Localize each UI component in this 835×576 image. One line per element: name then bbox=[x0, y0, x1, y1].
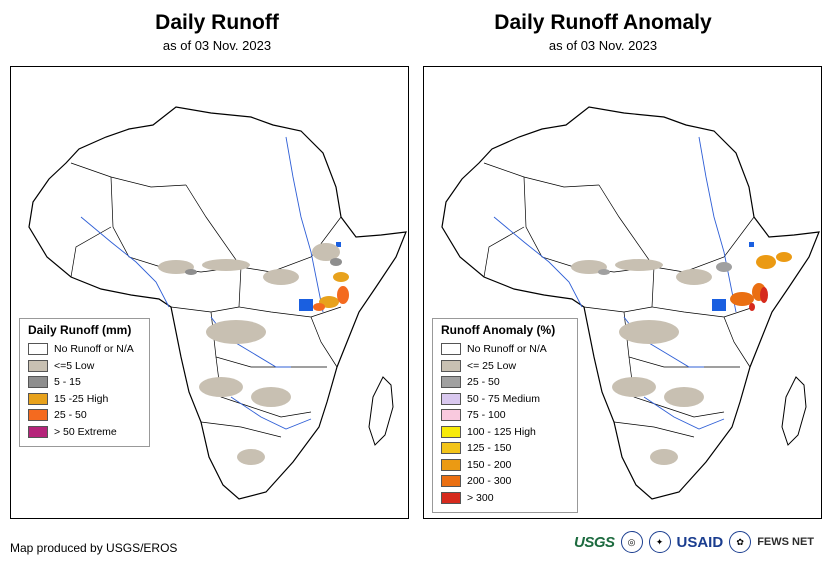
legend-label: 15 -25 High bbox=[54, 392, 109, 405]
legend-item: > 50 Extreme bbox=[28, 424, 141, 441]
right-map-title: Daily Runoff Anomaly bbox=[494, 11, 712, 34]
right-map-panel: Runoff Anomaly (%) No Runoff or N/A <= 25… bbox=[423, 66, 822, 519]
legend-swatch bbox=[441, 475, 461, 488]
anomaly-extreme-patches bbox=[749, 287, 768, 311]
anomaly-mid-patches bbox=[598, 262, 732, 275]
right-map-subtitle: as of 03 Nov. 2023 bbox=[548, 38, 658, 53]
madagascar bbox=[368, 376, 394, 446]
legend-swatch bbox=[441, 442, 461, 455]
legend-swatch bbox=[441, 376, 461, 389]
africa-anomaly-map bbox=[441, 106, 820, 500]
legend-swatch bbox=[28, 409, 48, 422]
lake-tana bbox=[336, 242, 341, 247]
left-legend-title: Daily Runoff (mm) bbox=[28, 323, 132, 337]
africa-outline bbox=[28, 106, 407, 500]
legend-item: No Runoff or N/A bbox=[441, 341, 569, 358]
anomaly-high-patches bbox=[756, 252, 792, 269]
right-legend: Runoff Anomaly (%) No Runoff or N/A <= 25… bbox=[432, 318, 578, 513]
legend-item: 25 - 50 bbox=[441, 374, 569, 391]
country-borders bbox=[483, 162, 755, 438]
legend-swatch bbox=[441, 458, 461, 471]
legend-swatch bbox=[441, 409, 461, 422]
footer-credit: Map produced by USGS/EROS bbox=[10, 541, 178, 555]
left-legend: Daily Runoff (mm) No Runoff or N/A <=5 Lo… bbox=[19, 318, 150, 447]
legend-label: 100 - 125 High bbox=[467, 425, 536, 438]
legend-item: 5 - 15 bbox=[28, 374, 141, 391]
legend-item: 15 -25 High bbox=[28, 391, 141, 408]
legend-label: > 50 Extreme bbox=[54, 425, 117, 438]
left-map-subtitle: as of 03 Nov. 2023 bbox=[162, 38, 272, 53]
legend-label: <= 25 Low bbox=[467, 359, 517, 372]
legend-label: 25 - 50 bbox=[467, 376, 500, 389]
anomaly-low-patches bbox=[571, 259, 712, 465]
legend-item: 25 - 50 bbox=[28, 407, 141, 424]
legend-item: 150 - 200 bbox=[441, 457, 569, 474]
africa-runoff-map bbox=[28, 106, 407, 500]
legend-label: 200 - 300 bbox=[467, 475, 512, 488]
noaa-logo-icon: ◎ bbox=[620, 531, 643, 553]
legend-label: 75 - 100 bbox=[467, 409, 506, 422]
usda-logo-icon: ✦ bbox=[648, 531, 671, 553]
legend-swatch bbox=[28, 359, 48, 372]
legend-swatch bbox=[28, 392, 48, 405]
legend-label: No Runoff or N/A bbox=[54, 343, 134, 356]
lake-victoria bbox=[712, 299, 726, 311]
left-map-panel: Daily Runoff (mm) No Runoff or N/A <=5 Lo… bbox=[10, 66, 409, 519]
legend-label: > 300 bbox=[467, 491, 494, 504]
africa-outline bbox=[441, 106, 820, 500]
legend-swatch bbox=[441, 343, 461, 356]
legend-swatch bbox=[441, 392, 461, 405]
partner-logos: USGS ◎ ✦ USAID ✿ FEWS NET bbox=[574, 528, 830, 556]
legend-item: 50 - 75 Medium bbox=[441, 391, 569, 408]
usaid-logo: USAID bbox=[676, 533, 724, 551]
fews-logo-icon: ✿ bbox=[729, 531, 752, 553]
madagascar bbox=[781, 376, 807, 446]
legend-label: 25 - 50 bbox=[54, 409, 87, 422]
legend-swatch bbox=[28, 376, 48, 389]
legend-label: 150 - 200 bbox=[467, 458, 512, 471]
legend-swatch bbox=[28, 425, 48, 438]
legend-item: > 300 bbox=[441, 490, 569, 507]
usgs-logo: USGS bbox=[574, 533, 615, 551]
legend-item: 75 - 100 bbox=[441, 407, 569, 424]
legend-swatch bbox=[441, 491, 461, 504]
legend-label: <=5 Low bbox=[54, 359, 95, 372]
runoff-low-patches bbox=[158, 243, 340, 465]
lake-tana bbox=[749, 242, 754, 247]
right-legend-title: Runoff Anomaly (%) bbox=[441, 323, 556, 337]
legend-item: 100 - 125 High bbox=[441, 424, 569, 441]
legend-label: 125 - 150 bbox=[467, 442, 512, 455]
legend-swatch bbox=[441, 359, 461, 372]
legend-label: No Runoff or N/A bbox=[467, 343, 547, 356]
runoff-very-high-patches bbox=[313, 286, 349, 311]
legend-item: <=5 Low bbox=[28, 358, 141, 375]
lake-victoria bbox=[299, 299, 313, 311]
legend-item: 200 - 300 bbox=[441, 473, 569, 490]
legend-swatch bbox=[441, 425, 461, 438]
legend-item: No Runoff or N/A bbox=[28, 341, 141, 358]
legend-swatch bbox=[28, 343, 48, 356]
legend-item: 125 - 150 bbox=[441, 440, 569, 457]
legend-label: 5 - 15 bbox=[54, 376, 81, 389]
legend-label: 50 - 75 Medium bbox=[467, 392, 540, 405]
legend-item: <= 25 Low bbox=[441, 358, 569, 375]
fews-net-logo: FEWS NET bbox=[757, 536, 815, 548]
left-map-title: Daily Runoff bbox=[155, 11, 279, 34]
runoff-mid-patches bbox=[185, 258, 342, 275]
